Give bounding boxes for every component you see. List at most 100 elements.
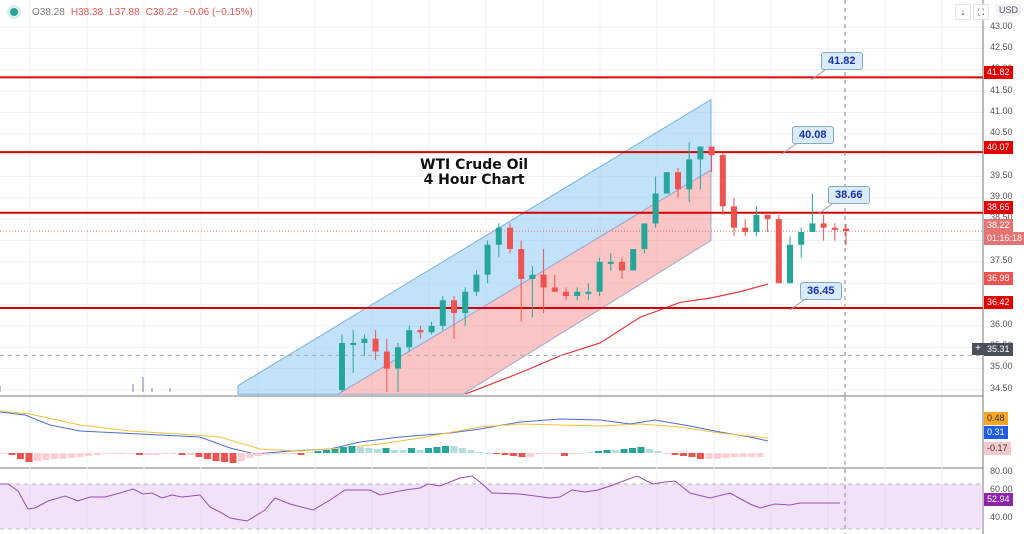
candle-body: [529, 274, 536, 279]
candle-body: [731, 206, 737, 228]
macd-histogram-bar: [476, 452, 483, 453]
rsi-band: [0, 484, 983, 529]
macd-histogram-bar: [280, 453, 288, 454]
price-tag: 36.98: [984, 272, 1013, 285]
macd-histogram-bar: [212, 453, 220, 461]
macd-histogram-bar: [501, 453, 509, 455]
macd-histogram-bar: [51, 453, 58, 459]
macd-histogram-bar: [306, 452, 313, 453]
callout-pointer: [781, 143, 797, 155]
price-tag: 38.22: [984, 219, 1013, 232]
price-tick: 34.50: [990, 383, 1013, 393]
price-tag: 01:16:18: [984, 232, 1024, 245]
macd-histogram-bar: [331, 449, 339, 453]
price-tick: 43.00: [990, 21, 1013, 31]
macd-histogram-bar: [8, 453, 16, 455]
macd-histogram-bar: [450, 446, 458, 453]
legend-change: −0.06 (−0.15%): [183, 6, 253, 18]
candle-body: [350, 342, 357, 345]
candle-body: [775, 219, 782, 284]
candle-body: [820, 223, 827, 228]
candle-body: [697, 146, 704, 160]
annotation-line-2: 4 Hour Chart: [423, 172, 525, 188]
macd-histogram-bar: [484, 453, 492, 454]
macd-histogram-bar: [416, 450, 424, 453]
level-callout[interactable]: 40.08: [792, 126, 834, 144]
candle-body: [641, 223, 648, 250]
macd-histogram-bar: [119, 453, 126, 454]
macd-histogram-bar: [527, 453, 534, 457]
download-button[interactable]: ↓: [955, 4, 971, 20]
macd-histogram-bar: [272, 453, 279, 454]
macd-histogram-bar: [382, 448, 390, 453]
macd-histogram-bar: [663, 453, 670, 454]
macd-line: [0, 411, 769, 455]
fullscreen-button[interactable]: ⛶: [973, 4, 989, 20]
macd-histogram-bar: [110, 453, 118, 454]
macd-histogram-bar: [493, 453, 500, 454]
candle-body: [518, 249, 525, 279]
candle-body: [574, 291, 581, 297]
price-tick: 40.50: [990, 127, 1013, 137]
add-alert-icon[interactable]: +: [972, 343, 984, 355]
level-callout[interactable]: 41.82: [821, 52, 863, 70]
price-tag: 35.31: [984, 343, 1013, 356]
price-tag: 41.82: [984, 66, 1013, 79]
candle-body: [439, 300, 446, 326]
legend-close: C38.22: [145, 6, 178, 18]
macd-histogram-bar: [178, 453, 186, 455]
macd-histogram-bar: [204, 453, 211, 459]
macd-histogram-bar: [595, 451, 602, 453]
price-tick: 35.00: [990, 361, 1013, 371]
indicator-pane-bg: [0, 396, 983, 534]
rsi-line: [0, 475, 840, 522]
macd-histogram-bar: [314, 451, 322, 453]
candle-body: [507, 227, 513, 250]
candle-body: [473, 274, 480, 292]
macd-histogram-bar: [680, 453, 687, 456]
candle-body: [451, 300, 457, 314]
macd-tag: -0.17: [984, 442, 1011, 455]
candle-body: [495, 227, 502, 245]
macd-histogram-bar: [93, 453, 101, 455]
macd-histogram-bar: [289, 453, 296, 454]
candle-body: [540, 274, 547, 288]
moving-average-line: [464, 283, 769, 395]
macd-histogram-bar: [17, 453, 24, 459]
currency-label[interactable]: USD: [996, 4, 1022, 16]
macd-histogram-bar: [153, 453, 160, 455]
symbol-status-icon: [10, 8, 18, 16]
macd-histogram-bar: [391, 450, 398, 453]
macd-histogram-bar: [518, 453, 526, 457]
macd-histogram-bar: [569, 453, 577, 454]
price-tick: 42.50: [990, 42, 1013, 52]
macd-histogram-bar: [255, 453, 262, 456]
candle-body: [809, 223, 816, 232]
rsi-tick: 80.00: [990, 466, 1013, 476]
level-callout[interactable]: 36.45: [800, 282, 842, 300]
macd-tag: 0.31: [984, 426, 1008, 439]
macd-histogram-bar: [756, 453, 764, 457]
price-tag: 36.42: [984, 296, 1013, 309]
macd-histogram-bar: [535, 453, 543, 454]
candle-body: [619, 261, 625, 271]
macd-histogram-bar: [263, 453, 271, 455]
macd-histogram-bar: [620, 449, 628, 453]
macd-histogram-bar: [161, 453, 169, 454]
macd-histogram-bar: [629, 448, 636, 453]
macd-histogram-bar: [246, 453, 254, 458]
candle-body: [753, 214, 760, 232]
candle-body: [742, 227, 749, 232]
macd-histogram-bar: [425, 448, 432, 453]
level-callout[interactable]: 38.66: [828, 186, 870, 204]
macd-histogram-bar: [671, 453, 679, 455]
price-tick: 37.50: [990, 255, 1013, 265]
candle-body: [406, 330, 413, 348]
macd-histogram-bar: [297, 453, 305, 455]
callout-pointer: [817, 203, 833, 215]
legend-open: O38.28: [32, 6, 65, 18]
price-tick: 41.50: [990, 85, 1013, 95]
macd-histogram-bar: [144, 453, 152, 455]
